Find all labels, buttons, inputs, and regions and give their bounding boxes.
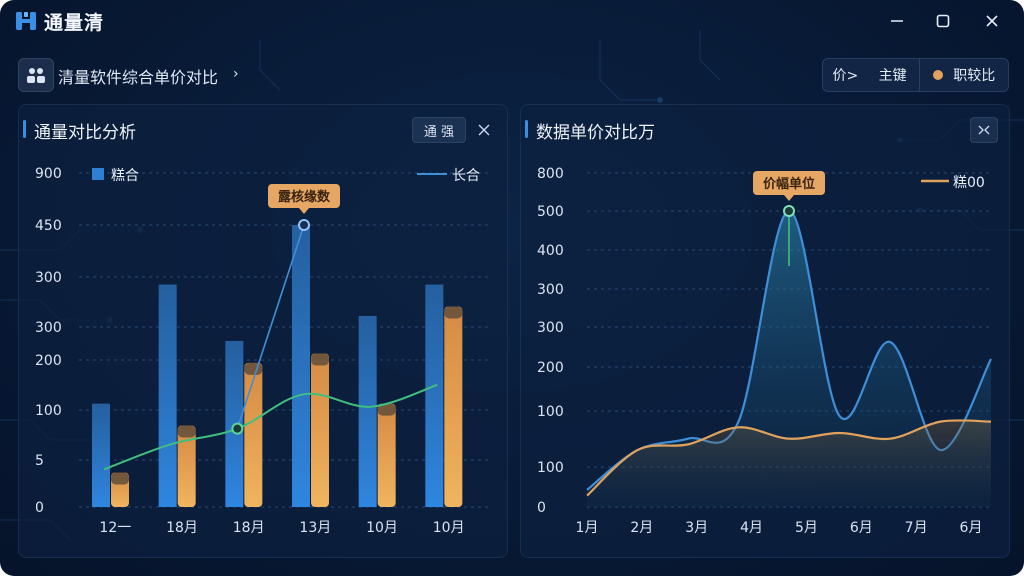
toggle-option-main[interactable]: 主键 [868,59,921,91]
bar-orange-cap [244,362,263,375]
x-tick-label: 3月 [685,520,708,536]
x-tick-label: 13月 [299,520,331,536]
line-green [103,383,438,471]
y-tick-label: 300 [35,270,62,286]
status-dot-icon [933,70,944,80]
y-tick-label: 400 [537,243,564,259]
breadcrumb[interactable]: 清量软件综合单价对比 [58,68,219,87]
bar-orange [377,403,396,507]
x-tick-label: 7月 [905,520,928,536]
legend-bar-swatch [92,168,104,180]
left-tooltip-pointer [299,208,309,214]
close-icon [986,15,998,27]
left-panel-title: 通量对比分析 [34,123,136,143]
toggle-option-compare-label: 职较比 [953,68,996,84]
x-tick-label: 4月 [740,520,763,536]
bar-orange-cap [311,353,329,366]
right-area-chart: 0 100 100 200 300 300 400 500 800 糕00 1月 2月 3月 4月 5月 6月… [537,166,992,536]
right-tooltip-label: 价幅单位 [763,176,815,192]
y-tick-label: 500 [537,204,564,220]
bar-orange-cap [377,403,396,416]
data-point-marker [298,219,310,231]
close-icon [478,124,490,136]
line-blue [236,224,305,429]
legend-bar-label: 糕合 [111,168,139,184]
right-tooltip-pointer [784,195,794,201]
x-tick-label: 12一 [99,520,131,536]
close-window-button[interactable] [977,6,1007,36]
y-tick-label: 300 [537,320,564,336]
x-tick-label: 10月 [433,520,465,536]
line-orange [586,419,992,497]
x-tick-label: 18月 [233,520,265,536]
bar-blue [358,315,377,507]
bar-blue [92,403,110,507]
panel-accent-bar [525,120,528,138]
y-tick-label: 200 [537,360,564,376]
line-blue [586,209,992,491]
view-toggle: 价> 主键 职较比 [822,58,1009,92]
right-panel-title: 数据单价对比万 [536,123,655,143]
left-bar-chart: 0 5 100 200 300 300 450 900 糕合 长合 12一 18月 18月 13月 10月 1… [35,166,489,536]
panel-accent-bar [23,120,26,138]
minimize-icon [891,20,903,22]
y-tick-label: 100 [537,460,564,476]
toggle-option-price[interactable]: 价> [832,68,859,84]
y-tick-label: 0 [35,500,44,516]
left-panel-close-button[interactable] [471,117,497,143]
title-bar: 通量清 [0,0,1024,42]
x-tick-label: 18月 [166,520,198,536]
right-tooltip-box [753,171,825,195]
x-tick-label: 10月 [366,520,398,536]
y-tick-label: 100 [537,404,564,420]
data-point-marker [783,205,795,217]
left-tooltip-box [268,184,340,208]
x-tick-label: 6月 [850,520,873,536]
y-tick-label: 450 [35,218,62,234]
y-tick-label: 300 [35,320,62,336]
legend-line-label: 长合 [452,168,480,184]
right-panel-switch-button[interactable] [970,117,998,143]
maximize-button[interactable] [928,6,958,36]
chevron-right-icon: › [233,66,239,82]
bar-blue [425,284,444,507]
legend-line-label: 糕00 [953,175,985,191]
area-orange-fill [587,420,991,507]
bar-blue [292,225,310,507]
y-tick-label: 800 [537,166,564,182]
y-tick-label: 900 [35,166,62,182]
area-blue-fill [587,210,991,507]
bar-orange [311,353,329,507]
left-chart-panel: 通量对比分析 通 强 0 5 100 200 300 300 450 900 糕合 长合 12一 18… [18,104,508,558]
bar-blue [158,284,177,507]
y-tick-label: 300 [537,282,564,298]
bar-orange [444,306,463,507]
x-tick-label: 1月 [576,520,599,536]
bar-orange [177,425,196,507]
y-tick-label: 0 [537,500,546,516]
minimize-button[interactable] [882,6,912,36]
toggle-option-compare[interactable]: 职较比 [920,59,1008,91]
y-tick-label: 100 [35,403,62,419]
bar-orange-cap [111,472,129,485]
switch-icon [978,125,990,135]
x-tick-label: 6月 [960,520,983,536]
left-tooltip-label: 露核缘数 [278,189,331,205]
app-title: 通量清 [44,12,105,34]
breadcrumb-icon-button[interactable] [18,58,54,92]
y-tick-label: 200 [35,353,62,369]
left-panel-action-button[interactable]: 通 强 [412,117,466,143]
right-chart-panel: 数据单价对比万 0 100 100 200 300 300 400 500 800 糕00 1月 2月… [520,104,1010,558]
bar-orange [244,362,263,507]
x-tick-label: 5月 [795,520,818,536]
bar-orange-cap [177,425,196,438]
maximize-icon [936,14,950,28]
y-tick-label: 5 [35,453,44,469]
app-logo-icon [16,12,36,30]
data-point-marker [231,422,244,435]
bar-orange-cap [444,306,463,319]
users-icon [27,68,45,83]
x-tick-label: 2月 [630,520,653,536]
